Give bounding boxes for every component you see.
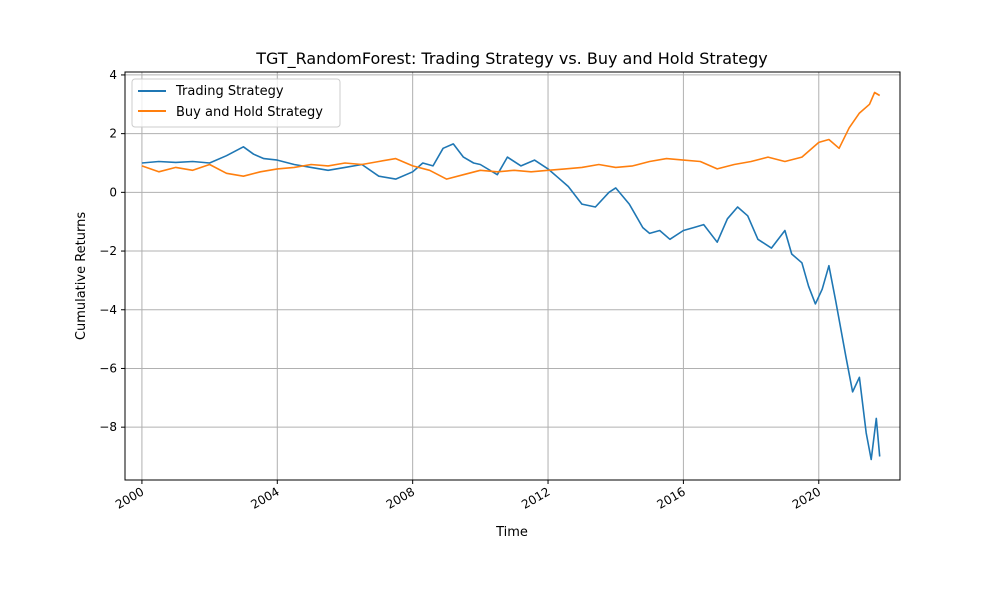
y-tick-label: −2	[99, 244, 117, 258]
series-line-trading-strategy	[141, 143, 881, 461]
y-tick-label: −6	[99, 361, 117, 375]
y-tick-label: 4	[109, 68, 117, 82]
y-tick-label: 0	[109, 185, 117, 199]
legend: Trading Strategy Buy and Hold Strategy	[131, 78, 341, 128]
y-tick-label: −8	[99, 420, 117, 434]
y-axis-ticks: 4 2 0 −2 −4 −6 −8	[99, 68, 125, 434]
series-lines	[141, 91, 881, 461]
grid	[125, 72, 900, 480]
legend-label-trading-strategy: Trading Strategy	[175, 84, 284, 99]
plot-frame	[124, 71, 901, 481]
chart-title: TGT_RandomForest: Trading Strategy vs. B…	[255, 49, 768, 69]
legend-box	[131, 78, 341, 128]
legend-label-buy-and-hold-strategy: Buy and Hold Strategy	[176, 105, 323, 120]
series-line-buy-and-hold-strategy	[141, 91, 881, 180]
y-axis-title: Cumulative Returns	[74, 212, 89, 340]
y-tick-label: −4	[99, 303, 117, 317]
y-tick-label: 2	[109, 127, 117, 141]
x-axis-title: Time	[495, 525, 528, 540]
